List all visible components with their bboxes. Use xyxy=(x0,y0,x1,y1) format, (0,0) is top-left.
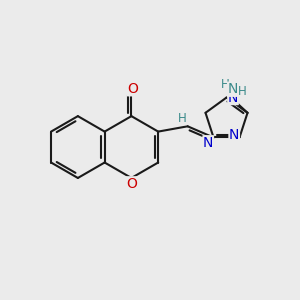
Text: N: N xyxy=(228,82,238,96)
Text: H: H xyxy=(178,112,187,124)
Text: N: N xyxy=(228,91,238,104)
Text: O: O xyxy=(128,82,138,96)
Text: O: O xyxy=(127,177,137,191)
Text: N: N xyxy=(203,136,213,150)
Text: H: H xyxy=(238,85,247,98)
Text: N: N xyxy=(229,128,239,142)
Text: H: H xyxy=(221,78,230,91)
